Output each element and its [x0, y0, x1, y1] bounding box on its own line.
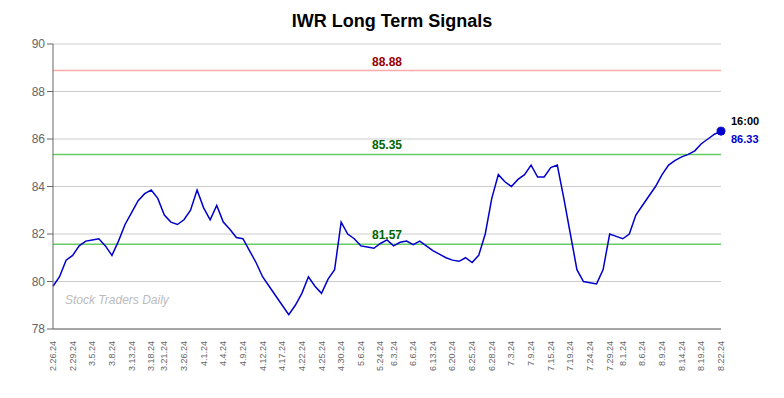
- svg-text:86.33: 86.33: [731, 133, 759, 145]
- svg-text:85.35: 85.35: [372, 138, 402, 152]
- svg-text:8.14.24: 8.14.24: [677, 341, 687, 371]
- svg-text:88.88: 88.88: [372, 55, 402, 69]
- svg-text:4.9.24: 4.9.24: [238, 341, 248, 366]
- svg-text:88: 88: [32, 85, 46, 99]
- svg-text:5.24.24: 5.24.24: [375, 341, 385, 371]
- svg-text:4.22.24: 4.22.24: [297, 341, 307, 371]
- svg-text:6.6.24: 6.6.24: [408, 341, 418, 366]
- svg-text:8.22.24: 8.22.24: [716, 341, 726, 371]
- svg-text:7.3.24: 7.3.24: [506, 341, 516, 366]
- svg-text:5.6.24: 5.6.24: [356, 341, 366, 366]
- svg-text:7.9.24: 7.9.24: [526, 341, 536, 366]
- svg-text:8.6.24: 8.6.24: [637, 341, 647, 366]
- svg-text:90: 90: [32, 37, 46, 51]
- svg-text:7.24.24: 7.24.24: [585, 341, 595, 371]
- svg-text:6.25.24: 6.25.24: [467, 341, 477, 371]
- svg-text:3.21.24: 3.21.24: [159, 341, 169, 371]
- svg-text:2.29.24: 2.29.24: [68, 341, 78, 371]
- svg-text:8.19.24: 8.19.24: [696, 341, 706, 371]
- svg-text:8.9.24: 8.9.24: [657, 341, 667, 366]
- svg-text:8.1.24: 8.1.24: [618, 341, 628, 366]
- svg-text:4.30.24: 4.30.24: [336, 341, 346, 371]
- svg-text:81.57: 81.57: [372, 228, 402, 242]
- svg-text:6.20.24: 6.20.24: [447, 341, 457, 371]
- svg-text:4.12.24: 4.12.24: [258, 341, 268, 371]
- svg-text:3.13.24: 3.13.24: [127, 341, 137, 371]
- svg-text:84: 84: [32, 180, 46, 194]
- svg-text:4.1.24: 4.1.24: [199, 341, 209, 366]
- svg-text:3.26.24: 3.26.24: [179, 341, 189, 371]
- svg-text:80: 80: [32, 275, 46, 289]
- svg-text:7.29.24: 7.29.24: [605, 341, 615, 371]
- html-text:Stock Traders Daily: Stock Traders Daily: [65, 293, 169, 307]
- svg-text:3.18.24: 3.18.24: [146, 341, 156, 371]
- svg-text:7.15.24: 7.15.24: [546, 341, 556, 371]
- svg-text:78: 78: [32, 322, 46, 336]
- svg-text:2.26.24: 2.26.24: [48, 341, 58, 371]
- svg-text:16:00: 16:00: [731, 115, 759, 127]
- svg-text:82: 82: [32, 227, 46, 241]
- svg-text:4.25.24: 4.25.24: [317, 341, 327, 371]
- svg-text:3.8.24: 3.8.24: [107, 341, 117, 366]
- html-text:IWR Long Term Signals: IWR Long Term Signals: [291, 11, 493, 31]
- svg-text:4.17.24: 4.17.24: [277, 341, 287, 371]
- svg-text:86: 86: [32, 132, 46, 146]
- svg-text:3.5.24: 3.5.24: [87, 341, 97, 366]
- svg-text:6.3.24: 6.3.24: [389, 341, 399, 366]
- svg-text:4.4.24: 4.4.24: [218, 341, 228, 366]
- svg-text:6.28.24: 6.28.24: [487, 341, 497, 371]
- svg-text:7.19.24: 7.19.24: [565, 341, 575, 371]
- svg-text:6.13.24: 6.13.24: [428, 341, 438, 371]
